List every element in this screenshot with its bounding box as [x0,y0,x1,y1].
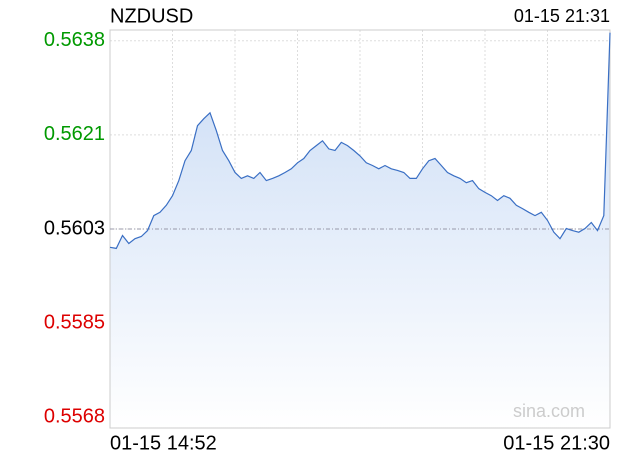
x-tick-label: 01-15 21:30 [503,432,610,454]
y-tick-label: 0.5568 [44,406,105,428]
area [110,32,610,428]
y-tick-label: 0.5585 [44,311,105,333]
y-tick-label: 0.5621 [44,123,105,145]
y-tick-label: 0.5603 [44,217,105,239]
y-tick-label: 0.5638 [44,29,105,51]
chart-title: NZDUSD [110,5,193,27]
x-tick-label: 01-15 14:52 [110,432,217,454]
price-line [109,32,611,250]
watermark: sina.com [513,401,585,421]
timestamp: 01-15 21:31 [514,6,610,26]
